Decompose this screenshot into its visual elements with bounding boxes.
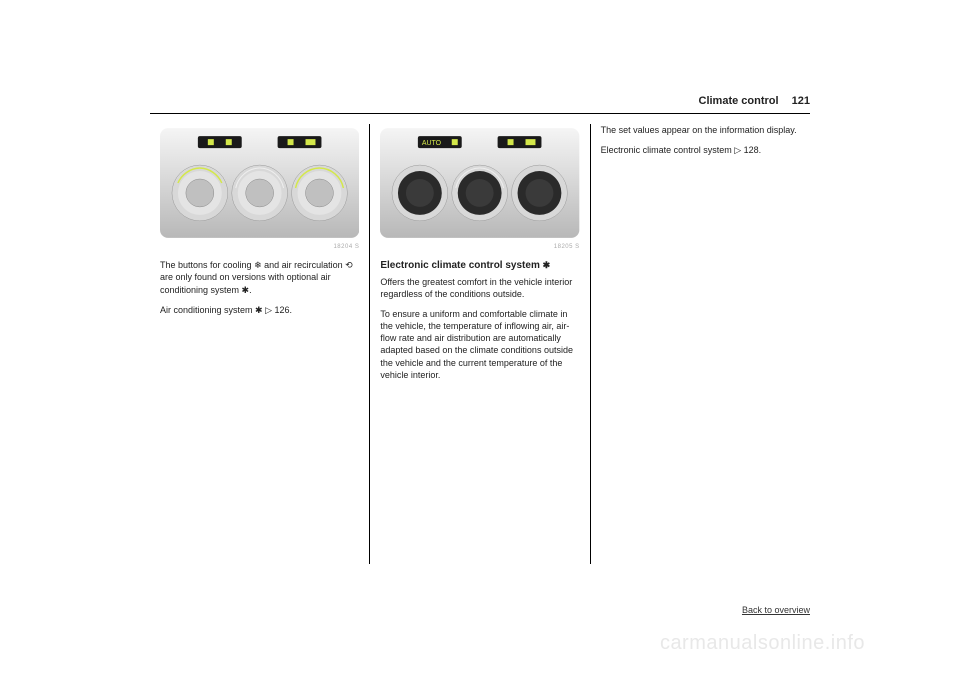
temp-dial bbox=[232, 165, 288, 221]
recirculation-icon: ⟲ bbox=[345, 260, 353, 270]
figure-1-caption: 18204 S bbox=[160, 243, 359, 251]
page-number: 121 bbox=[792, 95, 810, 107]
col1-paragraph-2: Air conditioning system ✱ ▷ 126. bbox=[160, 304, 359, 316]
col3-paragraph-2: Electronic climate control system ▷ 128. bbox=[601, 144, 800, 156]
content-columns: 18204 S The buttons for cooling ❄ and ai… bbox=[150, 124, 810, 564]
watermark: carmanualsonline.info bbox=[660, 632, 865, 655]
column-1: 18204 S The buttons for cooling ❄ and ai… bbox=[150, 124, 370, 564]
col2-heading: Electronic climate control system ✱ bbox=[380, 259, 579, 273]
climate-panel-figure-2: AUTO bbox=[380, 128, 579, 238]
center-dial bbox=[452, 165, 508, 221]
manual-page: Climate control 121 bbox=[150, 95, 810, 564]
left-dial bbox=[392, 165, 448, 221]
mode-dial bbox=[292, 165, 348, 221]
figure-2-caption: 18205 S bbox=[380, 243, 579, 251]
right-dial bbox=[512, 165, 568, 221]
snowflake-icon: ❄ bbox=[254, 260, 262, 270]
asterisk-icon: ✱ bbox=[255, 305, 263, 315]
col2-paragraph-1: Offers the greatest comfort in the vehic… bbox=[380, 276, 579, 300]
asterisk-icon: ✱ bbox=[242, 285, 250, 295]
section-title: Climate control bbox=[699, 95, 779, 107]
col1-paragraph-1: The buttons for cooling ❄ and air recirc… bbox=[160, 259, 359, 295]
asterisk-icon: ✱ bbox=[543, 260, 551, 270]
col3-paragraph-1: The set values appear on the information… bbox=[601, 124, 800, 136]
column-2: AUTO bbox=[370, 124, 590, 564]
reference-icon: ▷ bbox=[265, 305, 272, 315]
climate-panel-figure-1 bbox=[160, 128, 359, 238]
back-to-overview-link[interactable]: Back to overview bbox=[742, 605, 810, 615]
column-3: The set values appear on the information… bbox=[591, 124, 810, 564]
page-header: Climate control 121 bbox=[150, 95, 810, 114]
auto-label: AUTO bbox=[422, 140, 442, 147]
col2-paragraph-2: To ensure a uniform and comfortable clim… bbox=[380, 308, 579, 381]
fan-dial bbox=[172, 165, 228, 221]
